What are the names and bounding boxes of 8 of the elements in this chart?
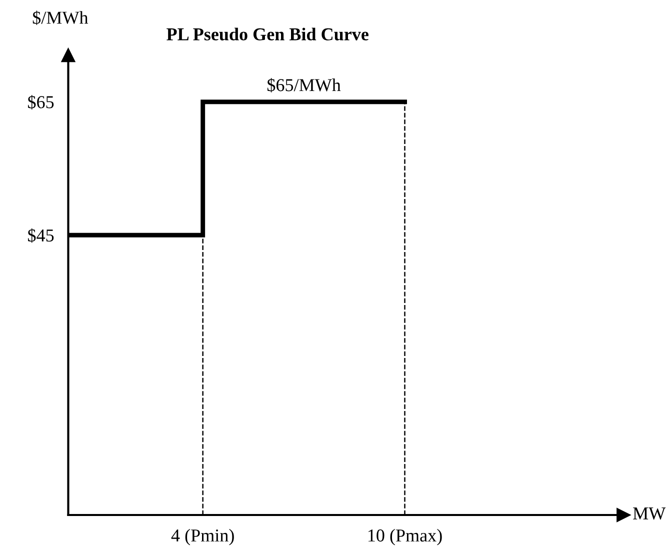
x-tick-label: 10 (Pmax) — [368, 528, 442, 546]
x-tick-label: 4 (Pmin) — [171, 528, 234, 546]
annotation: $65/MWh — [267, 78, 341, 92]
y-tick-label: $45 — [28, 228, 54, 243]
y-tick-label: $65 — [28, 95, 54, 110]
y-axis-title: $/MWh — [32, 10, 88, 26]
chart-title: PL Pseudo Gen Bid Curve — [166, 28, 368, 40]
x-axis-title: MW — [633, 508, 666, 520]
